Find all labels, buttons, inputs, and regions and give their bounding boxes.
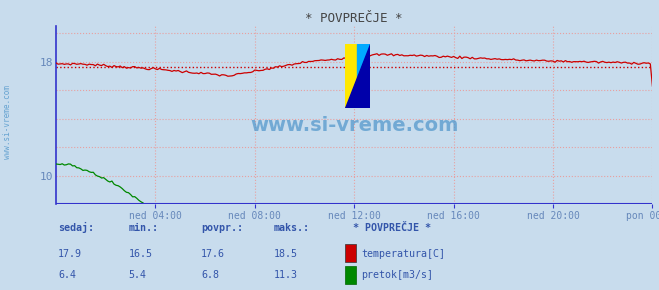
Title: * POVPREČJE *: * POVPREČJE *: [306, 12, 403, 25]
Bar: [357, 44, 370, 108]
Text: 11.3: 11.3: [273, 270, 297, 280]
Text: www.si-vreme.com: www.si-vreme.com: [3, 85, 13, 159]
Text: sedaj:: sedaj:: [58, 222, 94, 233]
Text: 16.5: 16.5: [129, 249, 152, 259]
Text: 17.6: 17.6: [201, 249, 225, 259]
Text: povpr.:: povpr.:: [201, 222, 243, 233]
Text: www.si-vreme.com: www.si-vreme.com: [250, 117, 459, 135]
Text: pretok[m3/s]: pretok[m3/s]: [361, 270, 433, 280]
Text: 5.4: 5.4: [129, 270, 146, 280]
Text: min.:: min.:: [129, 222, 159, 233]
Text: 6.4: 6.4: [58, 270, 76, 280]
Polygon shape: [345, 44, 370, 108]
Text: 18.5: 18.5: [273, 249, 297, 259]
Text: 17.9: 17.9: [58, 249, 82, 259]
Text: maks.:: maks.:: [273, 222, 310, 233]
Text: temperatura[C]: temperatura[C]: [361, 249, 445, 259]
Text: 6.8: 6.8: [201, 270, 219, 280]
Text: * POVPREČJE *: * POVPREČJE *: [353, 222, 430, 233]
